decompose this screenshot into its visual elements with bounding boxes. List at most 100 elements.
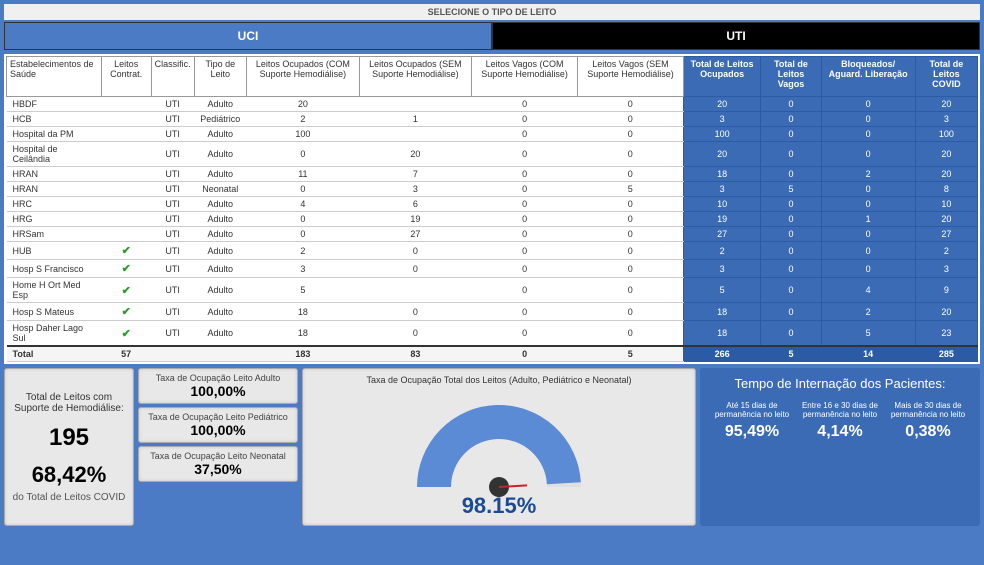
cell: 4 <box>821 278 915 303</box>
cell: 3 <box>683 260 761 278</box>
tab-uti[interactable]: UTI <box>492 22 980 50</box>
cell: 5 <box>683 278 761 303</box>
cell: 0 <box>761 321 821 347</box>
col-header[interactable]: Tipo de Leito <box>194 57 246 97</box>
cell: 18 <box>246 321 359 347</box>
intern-value: 4,14% <box>796 423 883 441</box>
hemo-value: 195 <box>11 424 127 452</box>
table-row[interactable]: HRANUTINeonatal03053508 <box>7 182 978 197</box>
cell: 20 <box>246 97 359 112</box>
cell: 0 <box>821 112 915 127</box>
total-cell: 57 <box>101 346 151 362</box>
cell <box>101 127 151 142</box>
cell: 27 <box>915 227 977 242</box>
table-row[interactable]: Hosp Daher Lago Sul✔UTIAdulto18000180523 <box>7 321 978 347</box>
total-cell: 5 <box>761 346 821 362</box>
table-row[interactable]: HRANUTIAdulto11700180220 <box>7 167 978 182</box>
cell: Adulto <box>194 212 246 227</box>
cell: 18 <box>246 303 359 321</box>
cell: 0 <box>761 227 821 242</box>
intern-label: Até 15 dias de permanência no leito <box>708 401 795 419</box>
cell: 11 <box>246 167 359 182</box>
cell: HRG <box>7 212 102 227</box>
gauge-chart <box>394 387 604 497</box>
table-row[interactable]: Home H Ort Med Esp✔UTIAdulto5005049 <box>7 278 978 303</box>
cell <box>101 197 151 212</box>
cell: 0 <box>471 321 577 347</box>
cell <box>101 112 151 127</box>
cell: 0 <box>761 242 821 260</box>
col-header[interactable]: Leitos Contrat. <box>101 57 151 97</box>
cell: 0 <box>578 242 684 260</box>
cell: UTI <box>151 227 194 242</box>
cell: 0 <box>578 212 684 227</box>
cell: 10 <box>915 197 977 212</box>
cell: UTI <box>151 242 194 260</box>
cell: UTI <box>151 127 194 142</box>
intern-cell: Entre 16 e 30 dias de permanência no lei… <box>796 401 883 441</box>
cell: 0 <box>761 127 821 142</box>
table-row[interactable]: Hospital da PMUTIAdulto1000010000100 <box>7 127 978 142</box>
cell: ✔ <box>101 260 151 278</box>
cell: 0 <box>471 142 577 167</box>
intern-cell: Mais de 30 dias de permanência no leito0… <box>884 401 971 441</box>
tab-uci[interactable]: UCI <box>4 22 492 50</box>
cell: Hospital da PM <box>7 127 102 142</box>
total-cell <box>194 346 246 362</box>
cell: 8 <box>915 182 977 197</box>
cell: Adulto <box>194 197 246 212</box>
cell <box>359 127 471 142</box>
table-row[interactable]: Hospital de CeilândiaUTIAdulto0200020002… <box>7 142 978 167</box>
col-header-summary[interactable]: Total de Leitos COVID <box>915 57 977 97</box>
table-row[interactable]: Hosp S Francisco✔UTIAdulto30003003 <box>7 260 978 278</box>
cell: 0 <box>246 142 359 167</box>
table-row[interactable]: HRGUTIAdulto01900190120 <box>7 212 978 227</box>
total-cell: 83 <box>359 346 471 362</box>
check-icon: ✔ <box>122 245 131 257</box>
cell: 0 <box>761 97 821 112</box>
cell <box>101 167 151 182</box>
cell: 100 <box>683 127 761 142</box>
table-row[interactable]: HBDFUTIAdulto2000200020 <box>7 97 978 112</box>
table-row[interactable]: HRCUTIAdulto4600100010 <box>7 197 978 212</box>
cell: 0 <box>761 142 821 167</box>
total-cell: Total <box>7 346 102 362</box>
table-row[interactable]: HUB✔UTIAdulto20002002 <box>7 242 978 260</box>
cell: Neonatal <box>194 182 246 197</box>
col-header[interactable]: Estabelecimentos de Saúde <box>7 57 102 97</box>
cell: 0 <box>246 227 359 242</box>
col-header[interactable]: Leitos Ocupados (SEM Suporte Hemodiálise… <box>359 57 471 97</box>
header-title: SELECIONE O TIPO DE LEITO <box>4 4 980 20</box>
cell: 2 <box>821 303 915 321</box>
col-header[interactable]: Leitos Vagos (SEM Suporte Hemodiálise) <box>578 57 684 97</box>
cell: 0 <box>578 321 684 347</box>
cell: Hosp Daher Lago Sul <box>7 321 102 347</box>
cell: 3 <box>359 182 471 197</box>
cell: 0 <box>471 127 577 142</box>
table-row[interactable]: HCBUTIPediátrico21003003 <box>7 112 978 127</box>
cell: Adulto <box>194 227 246 242</box>
cell: UTI <box>151 182 194 197</box>
cell: 0 <box>246 182 359 197</box>
col-header[interactable]: Leitos Vagos (COM Suporte Hemodiálise) <box>471 57 577 97</box>
cell: 0 <box>821 227 915 242</box>
cell: 0 <box>471 97 577 112</box>
col-header[interactable]: Classific. <box>151 57 194 97</box>
cell: UTI <box>151 260 194 278</box>
col-header-summary[interactable]: Bloqueados/ Aguard. Liberação <box>821 57 915 97</box>
col-header-summary[interactable]: Total de Leitos Vagos <box>761 57 821 97</box>
table-row[interactable]: HRSamUTIAdulto02700270027 <box>7 227 978 242</box>
col-header[interactable]: Leitos Ocupados (COM Suporte Hemodiálise… <box>246 57 359 97</box>
cell: 3 <box>915 260 977 278</box>
cell: Adulto <box>194 167 246 182</box>
cell: 0 <box>821 182 915 197</box>
cell: Pediátrico <box>194 112 246 127</box>
cell: ✔ <box>101 303 151 321</box>
cell: 0 <box>471 182 577 197</box>
table-row[interactable]: Hosp S Mateus✔UTIAdulto18000180220 <box>7 303 978 321</box>
col-header-summary[interactable]: Total de Leitos Ocupados <box>683 57 761 97</box>
cell: 0 <box>761 212 821 227</box>
rate-value: 100,00% <box>145 422 291 438</box>
check-icon: ✔ <box>122 263 131 275</box>
cell <box>101 227 151 242</box>
